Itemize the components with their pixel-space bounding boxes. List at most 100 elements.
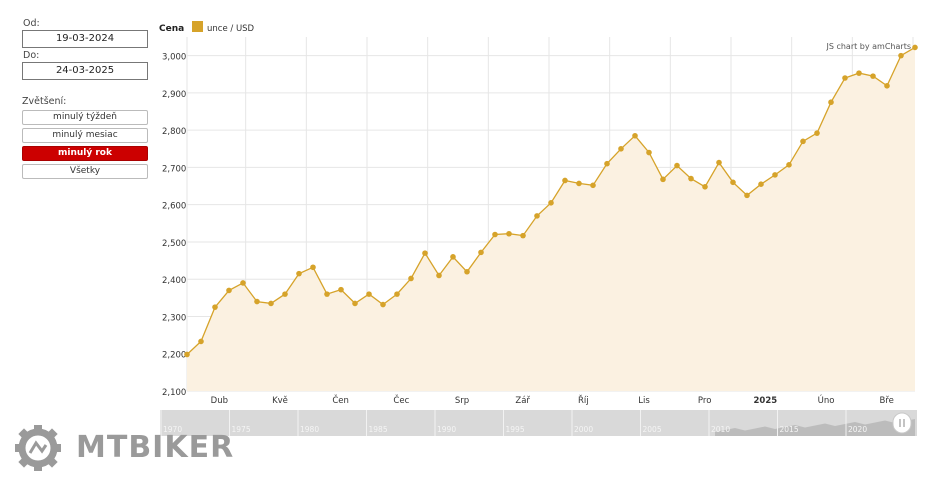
zoom-last-week-button[interactable]: minulý týždeň	[22, 110, 148, 125]
navigator-handle	[892, 412, 912, 434]
x-tick-label: Srp	[455, 396, 469, 406]
y-tick-label: 3,000	[162, 53, 186, 63]
data-point	[268, 300, 274, 307]
data-point	[352, 300, 358, 307]
x-tick-label: Dub	[211, 396, 228, 406]
zoom-all-button[interactable]: Všetky	[22, 164, 148, 179]
chart-title: Cena	[159, 24, 184, 34]
x-tick-label: Pro	[698, 396, 712, 406]
data-point	[338, 286, 344, 293]
data-point	[870, 73, 876, 79]
data-point	[450, 254, 456, 260]
data-point	[184, 351, 190, 358]
chart-credit: JS chart by amCharts	[825, 42, 911, 51]
data-point	[604, 160, 610, 167]
gear-icon	[15, 425, 61, 471]
data-point	[856, 70, 862, 76]
data-point	[716, 159, 722, 166]
y-tick-label: 2,200	[162, 351, 186, 361]
navigator-label: 2010	[711, 425, 730, 434]
from-label: Od:	[23, 18, 40, 29]
data-point	[422, 250, 428, 256]
x-tick-label: Říj	[578, 395, 589, 406]
x-tick-label: Čen	[332, 394, 349, 406]
mtbiker-logo: MTBIKER	[12, 425, 233, 473]
data-point	[576, 180, 582, 187]
y-tick-label: 2,800	[162, 127, 186, 137]
navigator-label: 1975	[232, 425, 251, 434]
y-tick-label: 2,600	[162, 202, 186, 212]
navigator-label: 2005	[643, 425, 662, 434]
data-point	[688, 175, 694, 182]
price-chart: Cena unce / USD 2,100 2,200 2,300 2,400 2,500 2…	[159, 21, 918, 436]
y-tick-label: 2,400	[162, 276, 186, 286]
x-tick-label: Bře	[879, 396, 893, 406]
navigator-mini-series	[715, 419, 915, 436]
data-point	[296, 270, 302, 277]
data-point	[632, 132, 638, 139]
series-area	[187, 47, 915, 392]
data-point	[618, 145, 624, 152]
to-label: Do:	[23, 50, 40, 61]
data-point	[408, 275, 414, 282]
data-point	[366, 291, 372, 297]
data-point	[380, 301, 386, 308]
legend-label: unce / USD	[207, 24, 255, 34]
data-point	[478, 249, 484, 256]
data-point	[562, 177, 568, 184]
y-tick-label: 2,500	[162, 239, 186, 249]
brand-text: MTBIKER	[76, 430, 235, 465]
zoom-label: Zvětšení:	[22, 96, 67, 107]
data-point	[198, 338, 204, 345]
data-point	[282, 291, 288, 297]
data-point	[212, 304, 218, 310]
navigator-label: 1995	[506, 425, 525, 434]
zoom-last-year-button[interactable]: minulý rok	[22, 146, 148, 161]
navigator-label: 2020	[848, 425, 867, 434]
data-point	[912, 44, 918, 51]
x-tick-label: Kvě	[272, 396, 288, 406]
data-point	[646, 149, 652, 156]
from-date-input[interactable]: 19-03-2024	[22, 30, 148, 48]
data-point	[590, 182, 596, 189]
x-tick-label: Lis	[638, 396, 650, 406]
navigator-label: 2015	[780, 425, 799, 434]
to-date-input[interactable]: 24-03-2025	[22, 62, 148, 80]
data-point	[842, 75, 848, 81]
data-point	[772, 172, 778, 178]
data-point	[324, 291, 330, 297]
data-point	[520, 232, 526, 239]
y-tick-label: 2,300	[162, 313, 186, 323]
x-tick-label: Čec	[393, 394, 409, 406]
date-range-panel: Od: 19-03-2024 Do: 24-03-2025 Zvětšení: …	[22, 18, 150, 182]
data-point	[730, 179, 736, 186]
data-point	[786, 162, 792, 168]
legend-swatch	[192, 21, 203, 32]
data-point	[240, 280, 246, 286]
y-tick-label: 2,900	[162, 90, 186, 100]
data-point	[436, 272, 442, 279]
data-point	[758, 181, 764, 187]
x-tick-label: Zář	[515, 396, 530, 406]
navigator-label: 1990	[437, 425, 456, 434]
data-point	[800, 138, 806, 145]
x-tick-label: Úno	[818, 394, 835, 406]
data-point	[492, 231, 498, 238]
data-point	[702, 183, 708, 190]
y-tick-label: 2,700	[162, 164, 186, 174]
data-point	[884, 83, 890, 89]
data-point	[506, 230, 512, 237]
navigator-label: 2000	[574, 425, 593, 434]
navigator-label: 1980	[300, 425, 319, 434]
zoom-last-month-button[interactable]: minulý mesiac	[22, 128, 148, 143]
navigator-label: 1970	[163, 425, 182, 434]
navigator-label: 1985	[369, 425, 388, 434]
data-point	[534, 213, 540, 219]
data-point	[394, 291, 400, 297]
data-point	[744, 192, 750, 199]
data-point	[226, 287, 232, 294]
data-point	[814, 130, 820, 136]
data-point	[660, 176, 666, 183]
data-point	[310, 264, 316, 271]
y-tick-label: 2,100	[162, 388, 186, 398]
